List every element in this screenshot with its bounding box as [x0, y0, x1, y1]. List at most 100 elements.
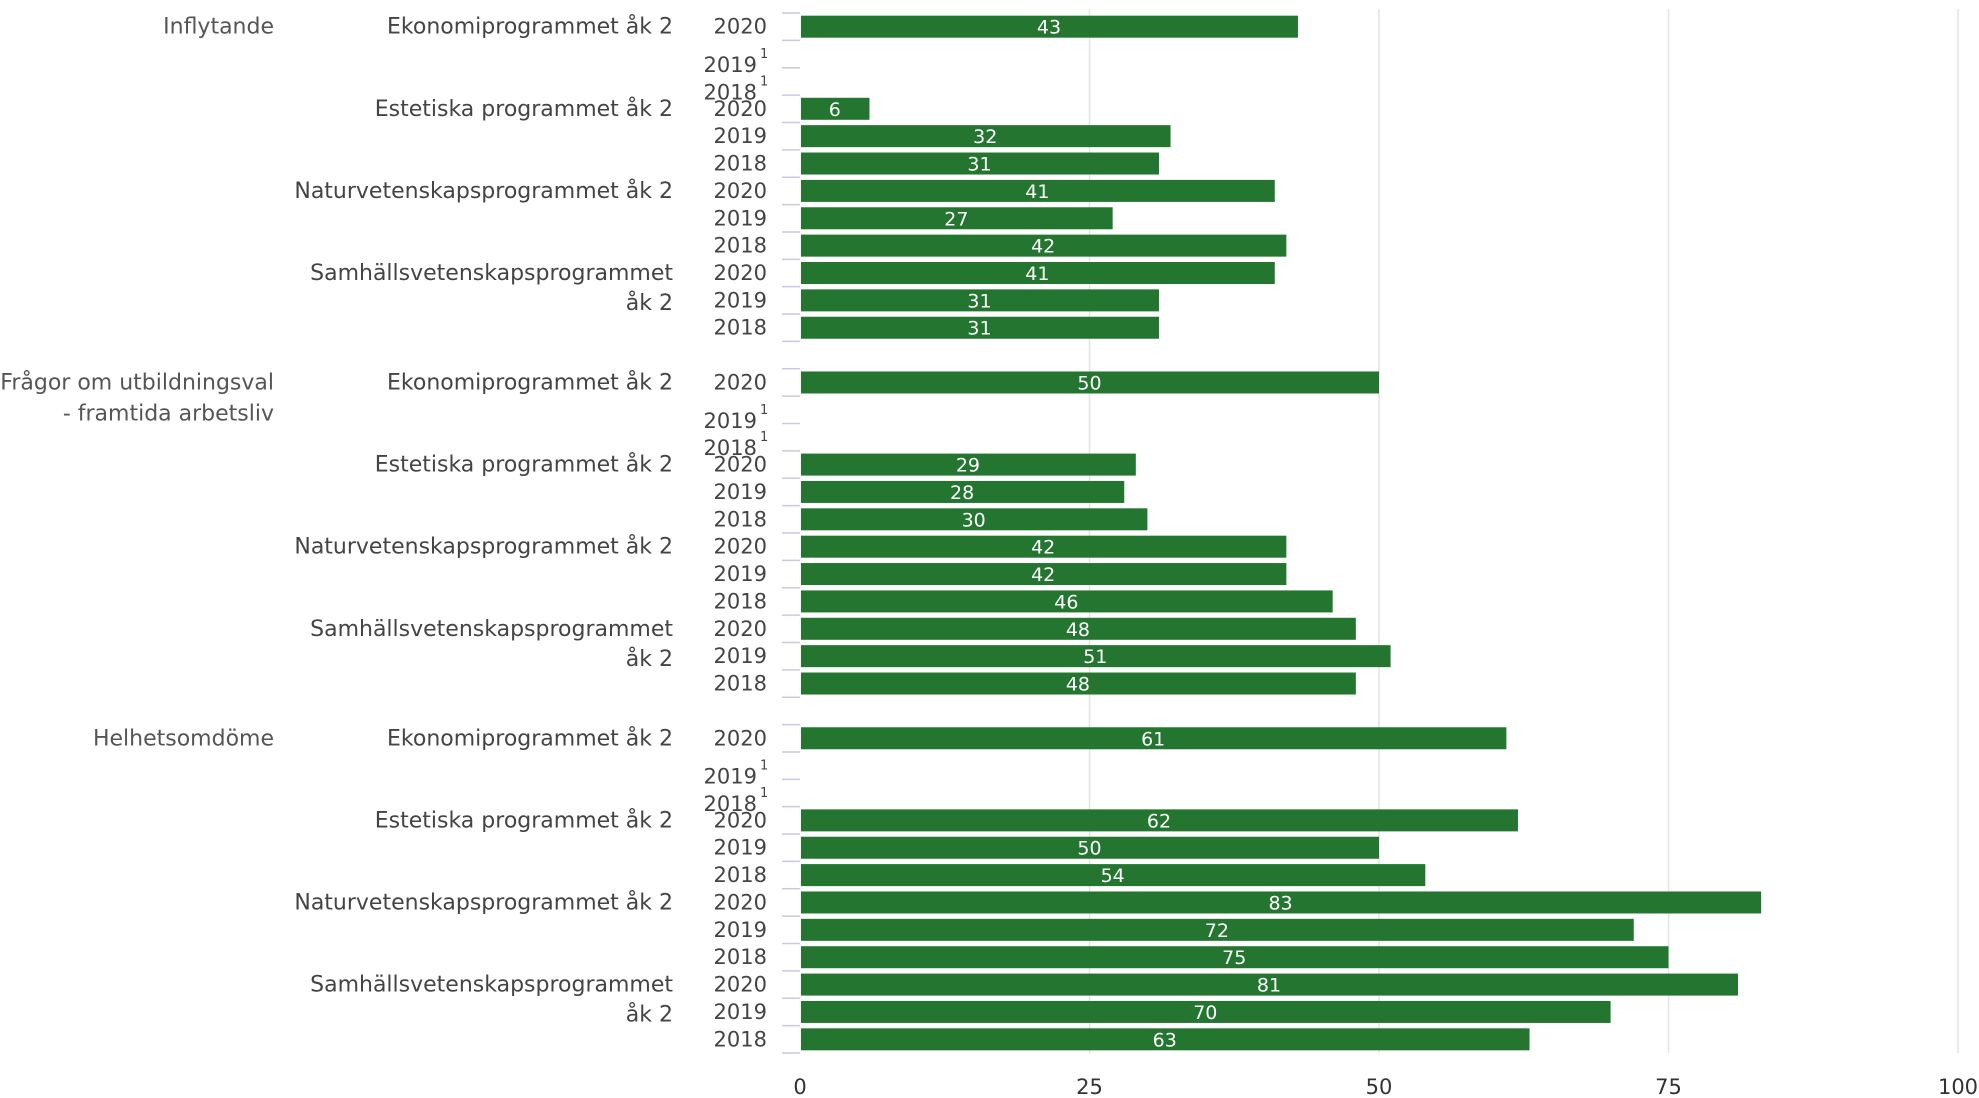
data-label: 63	[1153, 1029, 1177, 1051]
year-label: 2019	[714, 562, 767, 586]
year-label: 2020	[714, 535, 767, 559]
program-label: Samhällsvetenskapsprogrammet	[310, 617, 673, 642]
program-label: Naturvetenskapsprogrammet åk 2	[294, 889, 673, 915]
data-label: 46	[1054, 591, 1078, 613]
program-label: Estetiska programmet åk 2	[375, 807, 673, 833]
year-label: 2020	[714, 617, 767, 641]
year-footnote: 1	[760, 759, 768, 774]
year-label: 2018	[704, 80, 757, 104]
data-label: 31	[967, 154, 991, 176]
bar	[801, 234, 1287, 257]
bar	[801, 891, 1762, 914]
data-label: 50	[1077, 372, 1101, 394]
data-label: 72	[1205, 920, 1229, 942]
program-label: Estetiska programmet åk 2	[375, 452, 673, 478]
year-label: 2018	[704, 792, 757, 816]
bar	[801, 207, 1113, 230]
data-label: 42	[1031, 537, 1055, 559]
program-label: Naturvetenskapsprogrammet åk 2	[294, 178, 673, 204]
year-label: 2018	[714, 863, 767, 887]
bar	[801, 508, 1148, 531]
x-tick-label: 0	[793, 1075, 806, 1098]
year-label: 2018	[714, 316, 767, 340]
bar	[801, 289, 1159, 312]
year-label: 2018	[714, 672, 767, 696]
year-label: 2019	[714, 288, 767, 312]
bar	[801, 645, 1391, 668]
data-label: 50	[1077, 838, 1101, 860]
group-label: Inflytande	[163, 15, 274, 40]
data-label: 42	[1031, 564, 1055, 586]
year-label: 2020	[714, 726, 767, 750]
data-label: 54	[1101, 865, 1125, 887]
bar	[801, 535, 1287, 558]
data-label: 43	[1037, 17, 1061, 39]
data-label: 41	[1025, 263, 1049, 285]
year-footnote: 1	[760, 403, 768, 418]
bar	[801, 946, 1669, 969]
data-label: 83	[1268, 892, 1292, 914]
x-axis: 0 25 50 75 100	[793, 1075, 1978, 1098]
program-label: åk 2	[626, 290, 673, 316]
x-tick-label: 75	[1655, 1075, 1682, 1098]
year-label: 2019	[714, 644, 767, 668]
year-label: 2020	[714, 973, 767, 997]
program-label: Samhällsvetenskapsprogrammet	[310, 261, 673, 286]
year-label: 2019	[714, 206, 767, 230]
data-label: 75	[1222, 947, 1246, 969]
data-label: 61	[1141, 728, 1165, 750]
bar	[801, 918, 1634, 941]
program-label: Estetiska programmet åk 2	[375, 96, 673, 122]
year-label: 2019	[714, 918, 767, 942]
program-label: Ekonomiprogrammet åk 2	[387, 725, 673, 751]
bar	[801, 480, 1125, 503]
year-label: 2018	[704, 436, 757, 460]
bar	[801, 836, 1379, 859]
year-label: 2018	[714, 589, 767, 613]
year-footnote: 1	[760, 74, 768, 89]
x-tick-label: 100	[1938, 1075, 1978, 1098]
group-label: - framtida arbetsliv	[63, 401, 274, 426]
year-label: 2020	[714, 890, 767, 914]
group-label: Helhetsomdöme	[93, 726, 274, 751]
year-label: 2020	[714, 179, 767, 203]
year-footnote: 1	[760, 430, 768, 445]
bar	[801, 179, 1275, 202]
data-label: 51	[1083, 646, 1107, 668]
bar	[801, 262, 1275, 284]
bar	[801, 672, 1356, 695]
year-label: 2018	[714, 152, 767, 176]
bar	[801, 563, 1287, 586]
bar	[801, 15, 1298, 38]
data-label: 32	[973, 126, 997, 148]
year-label: 2019	[714, 836, 767, 860]
data-label: 42	[1031, 236, 1055, 258]
data-label: 48	[1066, 619, 1090, 641]
year-footnote: 1	[760, 47, 768, 62]
program-label: Samhällsvetenskapsprogrammet	[310, 973, 673, 998]
year-label: 2018	[714, 234, 767, 258]
data-label: 81	[1257, 975, 1281, 997]
year-label: 2019	[704, 53, 757, 77]
data-label: 27	[944, 208, 968, 230]
data-label: 48	[1066, 674, 1090, 696]
year-footnote: 1	[760, 786, 768, 801]
year-label: 2018	[714, 945, 767, 969]
data-label: 31	[967, 290, 991, 312]
year-label: 2020	[714, 370, 767, 394]
bar	[801, 727, 1507, 750]
year-label: 2020	[714, 808, 767, 832]
bar	[801, 590, 1333, 613]
year-label: 2020	[714, 15, 767, 39]
category-axis-ticks	[782, 12, 800, 1054]
year-label: 2018	[714, 1027, 767, 1051]
x-tick-label: 50	[1366, 1075, 1393, 1098]
program-label: Ekonomiprogrammet åk 2	[387, 369, 673, 395]
bar	[801, 152, 1159, 175]
bar	[801, 97, 870, 120]
program-label: Ekonomiprogrammet åk 2	[387, 14, 673, 40]
data-label: 41	[1025, 181, 1049, 203]
bars: 43 6 32 31 41 27 42 41 31 31 50 29 28 30 42 42 46 48 51 48 6…	[801, 15, 1762, 1051]
